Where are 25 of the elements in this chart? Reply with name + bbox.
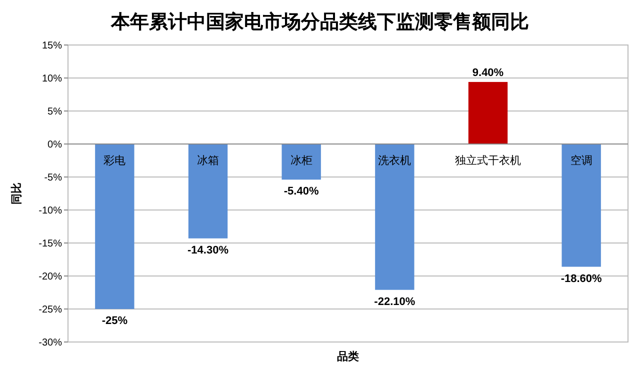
y-tick-label: 10% bbox=[42, 74, 62, 84]
x-tick-label: 冰柜 bbox=[290, 154, 312, 167]
y-tick-label: 15% bbox=[42, 40, 62, 52]
data-label: -25% bbox=[102, 315, 128, 327]
chart-title: 本年累计中国家电市场分品类线下监测零售额同比 bbox=[110, 11, 529, 33]
x-tick-label: 空调 bbox=[570, 154, 592, 167]
y-tick-label: -15% bbox=[38, 238, 62, 250]
y-tick-label: -25% bbox=[38, 304, 62, 316]
data-label: -5.40% bbox=[284, 186, 319, 198]
data-label: 9.40% bbox=[472, 66, 504, 79]
y-tick-label: 5% bbox=[48, 106, 62, 118]
x-tick-label: 冰箱 bbox=[197, 154, 219, 167]
data-label: -14.30% bbox=[188, 244, 229, 256]
data-label: -22.10% bbox=[374, 296, 416, 308]
y-tick-label: -10% bbox=[38, 206, 62, 216]
data-label: -18.60% bbox=[560, 272, 602, 285]
y-tick-label: -5% bbox=[44, 172, 62, 184]
x-tick-label: 洗衣机 bbox=[378, 154, 412, 167]
y-tick-label: -20% bbox=[38, 272, 62, 282]
y-tick-label: -30% bbox=[38, 338, 62, 348]
x-axis-title: 品类 bbox=[337, 350, 359, 363]
x-tick-label: 彩电 bbox=[104, 154, 126, 167]
y-axis-title: 同比 bbox=[10, 182, 23, 204]
y-tick-label: 0% bbox=[48, 140, 62, 150]
x-tick-label: 独立式干衣机 bbox=[455, 154, 521, 167]
